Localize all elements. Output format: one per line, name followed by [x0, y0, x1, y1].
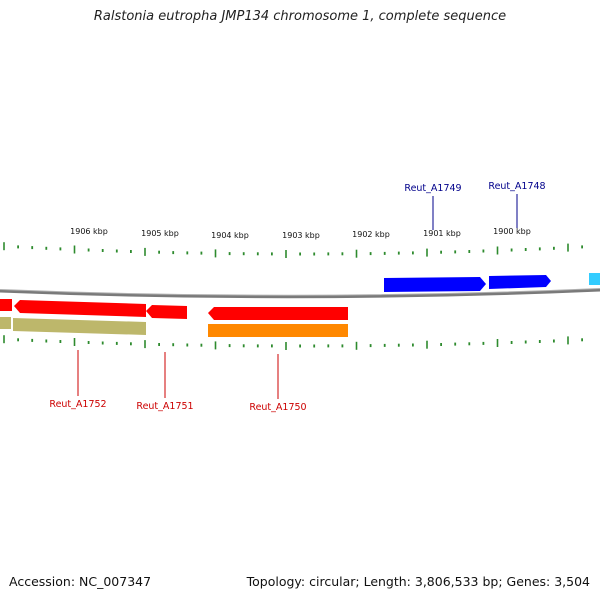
scale-label: 1905 kbp: [141, 229, 179, 238]
gene-label-reut-a1750[interactable]: Reut_A1750: [249, 402, 306, 413]
gene-label-reut-a1749[interactable]: Reut_A1749: [404, 183, 461, 194]
chromosome-backbone-highlight: [0, 288, 600, 296]
outer-tick-track: [3, 242, 583, 258]
gene-arrow-reut-a1752[interactable]: [14, 300, 146, 317]
scale-label: 1902 kbp: [352, 230, 390, 239]
gene-arrow-olive-partial-left[interactable]: [0, 317, 11, 329]
gene-arrow-reut-a1749[interactable]: [384, 277, 486, 292]
chromosome-backbone: [0, 288, 600, 299]
gene-arrow-olive[interactable]: [13, 318, 146, 335]
scale-label: 1903 kbp: [282, 231, 320, 240]
gene-arrow-partial-cyan[interactable]: [589, 273, 600, 285]
map-title: Ralstonia eutropha JMP134 chromosome 1, …: [93, 9, 507, 24]
gene-arrow-partial-left-red[interactable]: [0, 299, 12, 311]
gene-arrow-orange[interactable]: [208, 324, 348, 337]
inner-tick-track: [3, 335, 583, 350]
scale-label: 1901 kbp: [423, 229, 461, 238]
topology-summary-text: Topology: circular; Length: 3,806,533 bp…: [246, 574, 590, 589]
gene-label-reut-a1752[interactable]: Reut_A1752: [49, 399, 106, 410]
scale-label: 1904 kbp: [211, 231, 249, 240]
gene-label-reut-a1748[interactable]: Reut_A1748: [488, 181, 545, 192]
gene-arrow-reut-a1750[interactable]: [208, 307, 348, 320]
gene-arrow-reut-a1748[interactable]: [489, 275, 551, 289]
gene-arrow-reut-a1751[interactable]: [146, 305, 187, 319]
accession-text: Accession: NC_007347: [9, 574, 152, 589]
scale-label: 1906 kbp: [70, 227, 108, 236]
gene-label-reut-a1751[interactable]: Reut_A1751: [136, 401, 193, 412]
scale-label: 1900 kbp: [493, 227, 531, 236]
